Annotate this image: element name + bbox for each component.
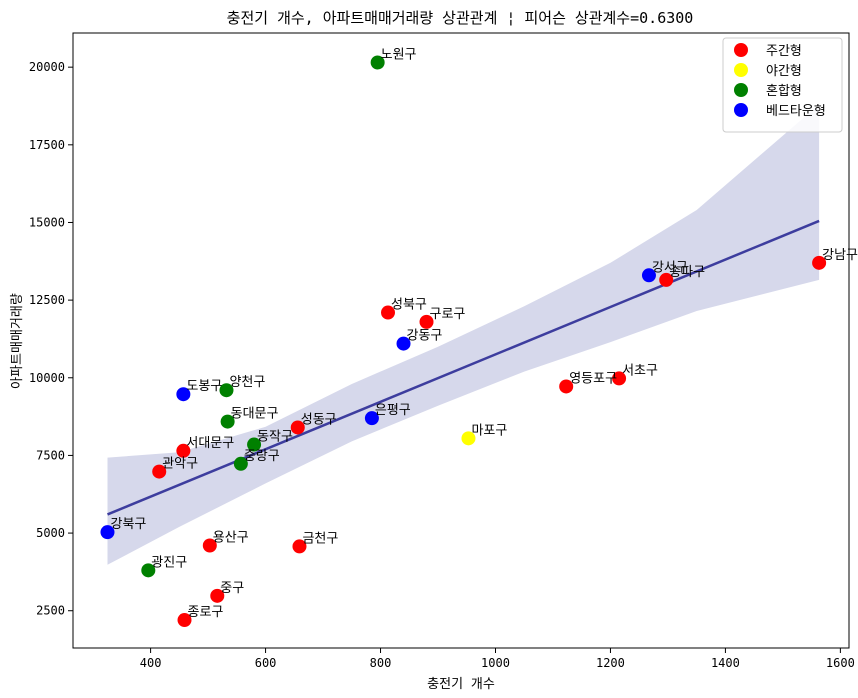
data-point xyxy=(380,305,395,320)
legend-marker xyxy=(734,43,748,57)
data-point xyxy=(461,431,476,446)
y-tick-label: 17500 xyxy=(29,138,65,152)
data-point xyxy=(641,268,656,283)
point-label: 도봉구 xyxy=(186,379,222,394)
point-label: 성동구 xyxy=(301,412,337,427)
point-label: 노원구 xyxy=(381,48,417,63)
data-point xyxy=(247,437,262,452)
x-tick-label: 400 xyxy=(140,656,162,670)
data-point xyxy=(176,443,191,458)
legend-box xyxy=(722,37,843,133)
confidence-band-layer xyxy=(107,104,820,565)
point-label: 중랑구 xyxy=(244,449,280,464)
point-label: 동작구 xyxy=(257,430,293,445)
points-layer xyxy=(100,55,827,628)
point-label: 종로구 xyxy=(188,605,224,620)
point-label: 강동구 xyxy=(407,329,443,344)
legend-label: 베드타운형 xyxy=(766,104,826,119)
y-tick-label: 2500 xyxy=(36,604,65,618)
point-label: 광진구 xyxy=(151,555,187,570)
chart-title: 충전기 개수, 아파트매매거래량 상관관계 ¦ 피어슨 상관계수=0.6300 xyxy=(227,9,694,27)
legend-marker xyxy=(734,63,748,77)
data-point xyxy=(152,464,167,479)
data-point xyxy=(419,314,434,329)
data-point xyxy=(220,414,235,429)
x-axis-label: 충전기 개수 xyxy=(427,677,495,692)
point-label: 강서구 xyxy=(652,260,688,275)
data-point xyxy=(364,411,379,426)
point-label: 관악구 xyxy=(162,457,198,472)
x-tick-label: 1200 xyxy=(596,656,625,670)
legend-label: 야간형 xyxy=(766,64,802,79)
point-label: 양천구 xyxy=(229,375,265,390)
data-point xyxy=(177,613,192,628)
data-point xyxy=(202,538,217,553)
point-label: 구로구 xyxy=(430,307,466,322)
y-tick-label: 10000 xyxy=(29,371,65,385)
x-axis-ticks: 400 600 800 1000 1200 1400 1600 xyxy=(140,648,855,670)
data-point xyxy=(176,387,191,402)
point-label: 은평구 xyxy=(375,403,411,418)
point-label: 서대문구 xyxy=(186,436,234,451)
y-tick-label: 7500 xyxy=(36,448,65,462)
x-tick-label: 1600 xyxy=(826,656,855,670)
y-axis-label: 아파트매매거래량 xyxy=(10,293,25,389)
x-tick-label: 1000 xyxy=(481,656,510,670)
plot-area-frame xyxy=(72,32,850,649)
data-point xyxy=(210,588,225,603)
y-axis-ticks: 2500 5000 7500 10000 12500 15000 17500 20000 xyxy=(29,60,73,618)
data-point xyxy=(233,456,248,471)
data-point xyxy=(396,336,411,351)
data-point xyxy=(290,420,305,435)
data-point xyxy=(100,525,115,540)
data-point xyxy=(812,255,827,270)
point-label: 중구 xyxy=(220,581,244,596)
legend-marker xyxy=(734,103,748,117)
data-point xyxy=(141,563,156,578)
y-tick-label: 5000 xyxy=(36,526,65,540)
point-label: 영등포구 xyxy=(569,371,617,386)
data-point xyxy=(219,383,234,398)
regression-line-layer xyxy=(107,219,820,516)
point-label: 성북구 xyxy=(391,298,427,313)
regression-line xyxy=(107,219,820,516)
data-point xyxy=(612,371,627,386)
data-point xyxy=(659,272,674,287)
data-point xyxy=(370,55,385,70)
point-label: 동대문구 xyxy=(231,407,279,422)
y-tick-label: 12500 xyxy=(29,293,65,307)
data-point xyxy=(559,379,574,394)
legend-marker xyxy=(734,83,748,97)
y-tick-label: 15000 xyxy=(29,215,65,229)
point-label: 강북구 xyxy=(110,517,146,532)
point-label: 강남구 xyxy=(822,248,858,263)
point-label: 용산구 xyxy=(213,531,249,546)
y-tick-label: 20000 xyxy=(29,60,65,74)
data-point xyxy=(292,539,307,554)
confidence-band xyxy=(107,104,820,565)
point-label: 금천구 xyxy=(302,531,338,546)
point-label: 서초구 xyxy=(622,363,658,378)
point-label: 마포구 xyxy=(471,423,507,438)
legend-label: 혼합형 xyxy=(766,84,802,99)
x-tick-label: 800 xyxy=(370,656,392,670)
x-tick-label: 600 xyxy=(255,656,277,670)
legend-label: 주간형 xyxy=(766,44,802,59)
x-tick-label: 1400 xyxy=(711,656,740,670)
point-label: 송파구 xyxy=(669,265,705,280)
